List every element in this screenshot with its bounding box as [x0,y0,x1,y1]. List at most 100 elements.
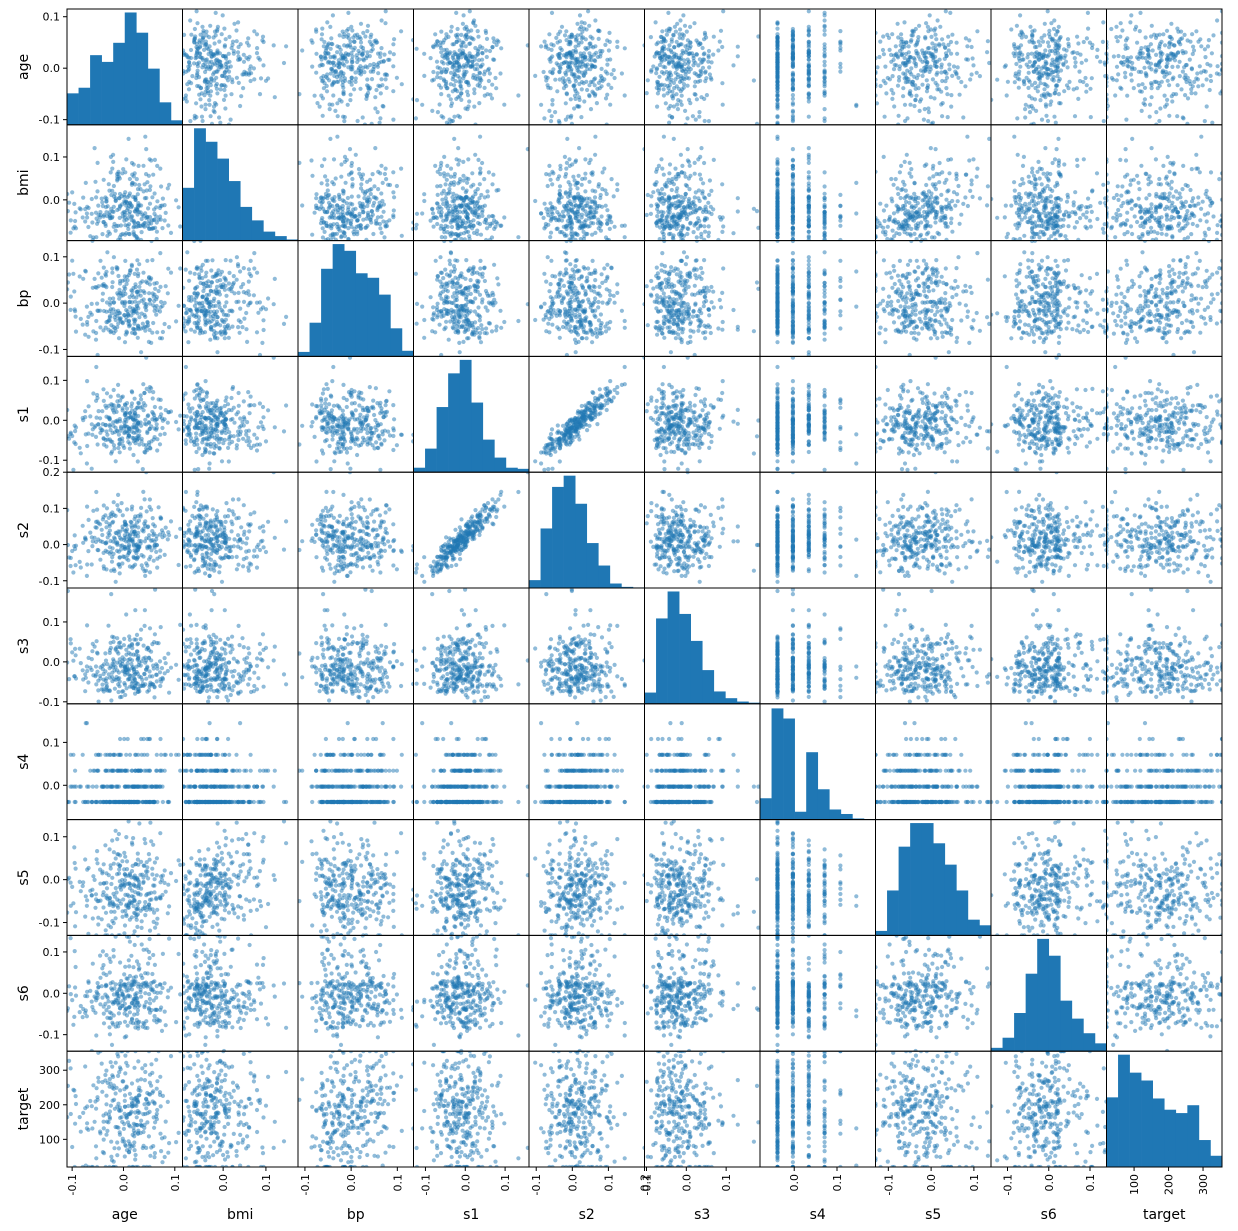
scatter-point [324,89,330,94]
scatter-point [949,51,954,56]
scatter-point [1048,171,1053,177]
scatter-point [558,29,563,34]
scatter-point [702,195,707,200]
scatter-point [896,191,901,197]
scatter-point [1017,221,1022,226]
scatter-point [1050,57,1055,62]
scatter-point [330,42,335,47]
scatter-point [673,77,678,82]
scatter-point [1142,85,1148,90]
scatter-point [457,64,462,70]
scatter-point [698,78,703,83]
scatter-point [790,115,796,120]
scatter-point [890,199,895,204]
scatter-point [968,77,973,82]
scatter-point [571,72,576,77]
scatter-point [464,210,469,215]
scatter-point [1089,76,1094,81]
scatter-point [460,21,465,26]
scatter-point [660,166,665,171]
scatter-point [806,183,811,189]
scatter-point [1128,72,1134,77]
scatter-point [208,114,213,119]
scatter-point [677,35,682,41]
scatter-point [1056,158,1061,163]
scatter-point [452,50,457,55]
scatter-point [446,93,451,98]
scatter-point [188,18,193,23]
scatter-point [1064,48,1069,53]
scatter-point [358,21,364,26]
scatter-point [201,28,206,33]
scatter-point [1174,92,1179,97]
scatter-point [106,182,111,187]
scatter-point [223,93,228,98]
scatter-point [572,178,577,183]
scatter-point [487,71,492,76]
scatter-point [199,104,204,109]
scatter-point [561,214,567,219]
scatter-point [127,232,132,237]
scatter-point [892,53,897,58]
scatter-point [806,205,811,211]
scatter-point [95,160,100,165]
scatter-point [1106,107,1109,112]
scatter-point [674,39,679,45]
scatter-point [567,223,572,228]
scatter-point [679,68,685,73]
scatter-point [456,146,461,151]
scatter-point [1109,26,1114,32]
scatter-point [166,223,171,228]
scatter-point [554,61,559,66]
scatter-point [234,75,239,80]
scatter-point [475,187,480,192]
scatter-point [200,65,205,70]
scatter-point [822,68,827,73]
scatter-point [691,55,696,61]
scatter-point [1043,82,1048,87]
scatter-point [565,136,570,141]
scatter-point [350,176,355,182]
scatter-point [100,232,105,237]
cell-bmi-vs-s1 [413,124,530,242]
scatter-point [921,117,927,122]
scatter-point [319,37,324,42]
scatter-point [895,186,900,191]
scatter-point [603,203,608,208]
scatter-point [1154,122,1159,125]
scatter-point [615,44,620,50]
scatter-point [1084,36,1089,41]
scatter-point [568,97,573,102]
scatter-point [1118,21,1123,26]
scatter-point [312,93,317,98]
scatter-point [944,75,950,80]
scatter-point [1154,52,1159,58]
scatter-point [946,42,951,48]
scatter-point [437,102,442,107]
scatter-point [143,211,148,216]
scatter-point [465,93,471,98]
scatter-point [1028,24,1033,29]
scatter-point [198,86,203,91]
scatter-point [1032,28,1037,33]
scatter-point [1184,79,1189,85]
hist-bar [251,220,264,241]
scatter-point [472,104,477,109]
scatter-point [373,146,378,151]
scatter-point [711,52,716,57]
scatter-point [1084,205,1089,210]
scatter-point [355,118,360,124]
scatter-point [127,209,133,214]
scatter-point [442,226,447,231]
scatter-point [478,44,483,49]
scatter-point [909,167,914,172]
scatter-point [466,81,471,86]
scatter-point [600,170,605,175]
scatter-point [662,226,667,231]
scatter-point [482,177,487,182]
scatter-point [573,215,578,220]
scatter-point [593,44,598,49]
scatter-point [125,206,131,211]
scatter-point [644,212,649,218]
scatter-point [434,59,440,64]
